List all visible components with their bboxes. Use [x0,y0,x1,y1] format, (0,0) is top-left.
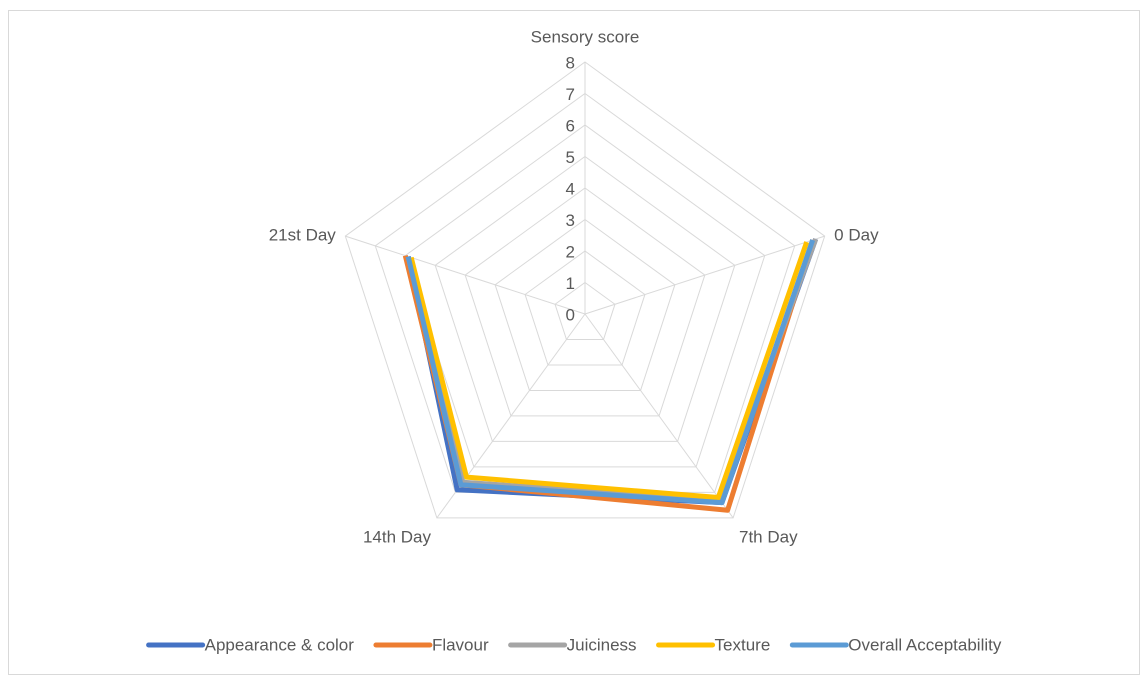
series-line [408,241,810,500]
chart-border [8,10,1140,675]
r-tick-label: 1 [566,274,575,293]
legend-label: Appearance & color [205,635,355,654]
legend: Appearance & color Flavour Juiciness Textur… [146,635,1002,654]
r-tick-label: 8 [566,53,575,72]
legend-label: Juiciness [567,635,637,654]
spoke [584,313,734,519]
category-label: 21st Day [269,226,337,245]
category-label: 0 Day [834,226,879,245]
category-label: 14th Day [363,527,432,546]
series-line [405,239,816,506]
grid-ring [404,124,766,468]
r-tick-label: 7 [566,85,575,104]
legend-label: Texture [715,635,771,654]
legend-label: Flavour [432,635,489,654]
grid-ring [344,61,826,519]
r-tick-label: 2 [566,242,575,261]
r-tick-label: 6 [566,116,575,135]
grid-ring [524,250,646,366]
r-tick-label: 5 [566,148,575,167]
category-label: 7th Day [739,527,798,546]
r-tick-label: 0 [566,305,575,324]
spoke [584,235,825,315]
r-tick-label: 4 [566,179,575,198]
category-label: Sensory score [531,27,640,46]
grid-ring [554,281,616,340]
grid-ring [494,218,676,391]
grid-ring [464,187,706,417]
grid-ring [434,155,736,442]
r-tick-label: 3 [566,211,575,230]
spoke [345,235,586,315]
legend-label: Overall Acceptability [848,635,1002,654]
